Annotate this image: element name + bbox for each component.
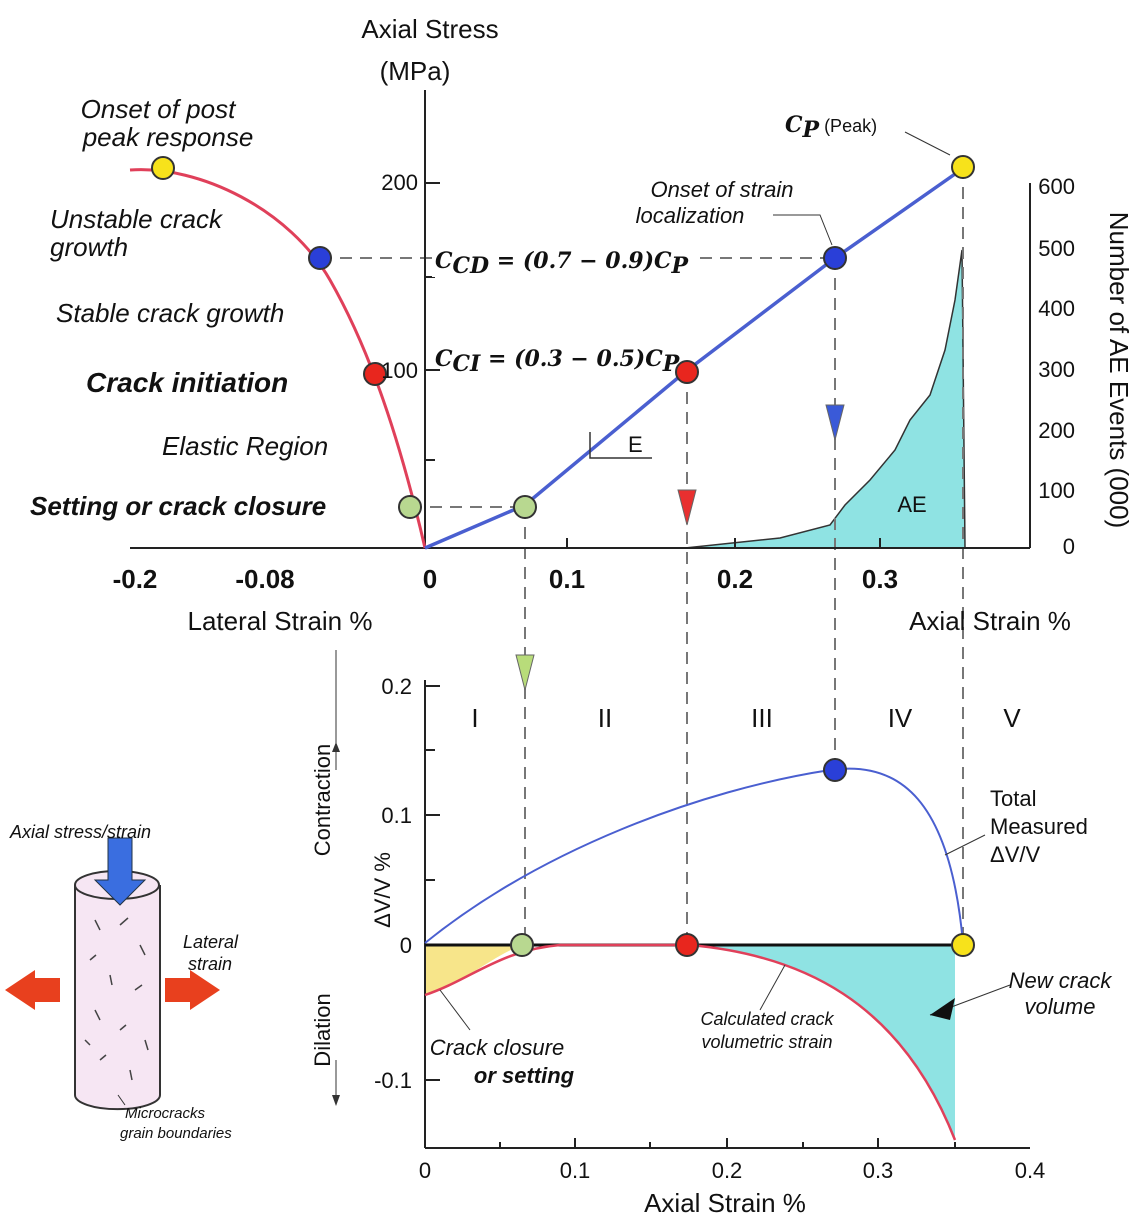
tick-label: 400 — [1038, 296, 1075, 321]
y2-ticks: 600 500 400 300 200 100 0 — [1038, 174, 1075, 559]
phase: II — [598, 703, 612, 733]
y-title: ΔV/V % — [370, 852, 395, 928]
t: C — [435, 248, 453, 274]
tick-label: 100 — [1038, 478, 1075, 503]
tick-label: 600 — [1038, 174, 1075, 199]
label: peak response — [82, 122, 254, 152]
label: ΔV/V — [990, 842, 1040, 867]
tick-label: 0.3 — [863, 1158, 894, 1183]
tick-label: 0.1 — [560, 1158, 591, 1183]
tick-label: 0.4 — [1015, 1158, 1046, 1183]
y-title: (MPa) — [380, 56, 451, 86]
tick-label: 0.1 — [381, 803, 412, 828]
t: P — [671, 253, 690, 279]
tick-label: 0.2 — [712, 1158, 743, 1183]
annotation: Onset of strain — [650, 177, 793, 202]
t: P — [802, 117, 821, 143]
label: Elastic Region — [162, 431, 328, 461]
label: Stable crack growth — [56, 298, 284, 328]
tick-label: 0.3 — [862, 564, 898, 594]
phase: V — [1003, 703, 1021, 733]
label: growth — [50, 232, 128, 262]
tick-label: 0.2 — [717, 564, 753, 594]
cci-formula: CCI = (0.3 − 0.5)CP — [435, 346, 681, 377]
peak-label: CP (Peak) — [785, 112, 877, 143]
phase: I — [471, 703, 478, 733]
phase: IV — [888, 703, 913, 733]
tick-label: -0.08 — [235, 564, 294, 594]
label: Setting or crack closure — [30, 491, 326, 521]
marker — [826, 405, 844, 440]
y-title: Axial Stress — [361, 14, 498, 44]
tick-label: -0.1 — [374, 1068, 412, 1093]
label: Axial stress/strain — [9, 822, 151, 842]
tick-label: 0.2 — [381, 674, 412, 699]
total-curve — [425, 769, 963, 943]
x-title: Lateral Strain % — [188, 606, 373, 636]
label: Crack initiation — [86, 367, 288, 398]
tick-label: 0 — [423, 564, 437, 594]
label: Crack closure — [430, 1035, 564, 1060]
label: Contraction — [310, 744, 335, 857]
label: New crack — [1009, 968, 1113, 993]
tick-label: 100 — [381, 358, 418, 383]
t: C — [785, 112, 803, 138]
marker — [678, 490, 696, 525]
label: Lateral — [183, 932, 239, 952]
annotation: localization — [636, 203, 745, 228]
label: Unstable crack — [50, 204, 224, 234]
tick-label: -0.2 — [113, 564, 158, 594]
label: Onset of post — [81, 94, 237, 124]
phase: III — [751, 703, 773, 733]
annotation: AE — [897, 492, 926, 517]
label: Total — [990, 786, 1036, 811]
x-title: Axial Strain % — [909, 606, 1071, 636]
t: P — [662, 351, 681, 377]
tick-label: 0 — [1063, 534, 1075, 559]
figure: Axial Stress (MPa) 200 100 -0.2 -0.08 0 … — [0, 0, 1143, 1222]
label: strain — [188, 954, 232, 974]
phases: I II III IV V — [471, 703, 1021, 733]
tick-label: 200 — [381, 170, 418, 195]
label: volumetric strain — [701, 1032, 832, 1052]
arrow — [332, 1095, 340, 1106]
tick-label: 0 — [419, 1158, 431, 1183]
tick-label: 200 — [1038, 418, 1075, 443]
annotation: E — [628, 432, 643, 457]
closure-area — [425, 945, 525, 995]
left-labels: Onset of post peak response Unstable cra… — [30, 94, 328, 521]
label: Dilation — [310, 993, 335, 1066]
tick-label: 0 — [400, 933, 412, 958]
t: = (0.3 − 0.5)C — [480, 346, 663, 372]
dashes — [320, 167, 963, 945]
tick-label: 300 — [1038, 357, 1075, 382]
leader — [905, 132, 950, 155]
label: or setting — [474, 1063, 575, 1088]
t: (Peak) — [819, 116, 877, 136]
marker — [516, 655, 534, 690]
leader — [773, 215, 832, 245]
tick-label: 0.1 — [549, 564, 585, 594]
label: Microcracks — [125, 1105, 206, 1122]
x-title: Axial Strain % — [644, 1188, 806, 1218]
t: = (0.7 − 0.9)C — [489, 248, 672, 274]
t: CI — [453, 351, 482, 377]
label: grain boundaries — [120, 1125, 232, 1142]
label: volume — [1025, 994, 1096, 1019]
label: Calculated crack — [700, 1009, 834, 1029]
tick-label: 500 — [1038, 236, 1075, 261]
y2-title: Number of AE Events (000) — [1104, 212, 1134, 528]
label: Measured — [990, 814, 1088, 839]
t: C — [435, 346, 453, 372]
x-ticks: 0 0.1 0.2 0.3 0.4 — [419, 1158, 1045, 1183]
t: CD — [453, 253, 490, 279]
total-label: Total Measured ΔV/V — [990, 786, 1088, 867]
points — [152, 156, 974, 518]
